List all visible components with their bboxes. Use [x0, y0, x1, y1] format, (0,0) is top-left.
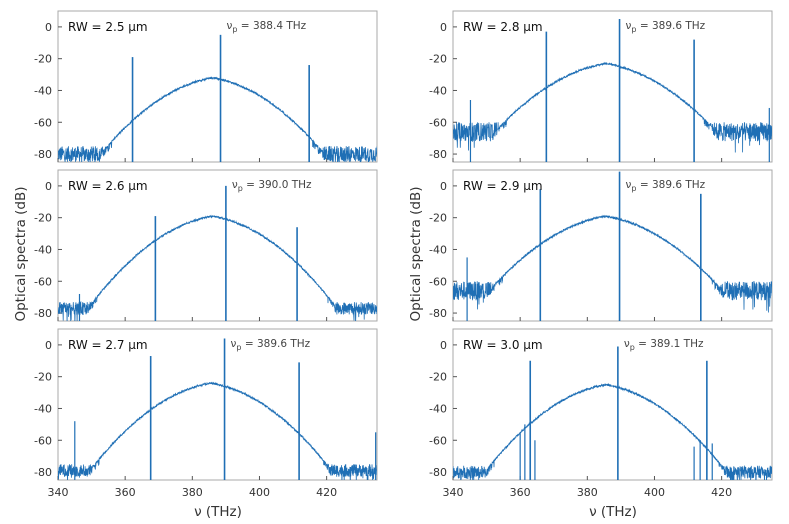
- y-tick-label: 0: [45, 21, 52, 34]
- y-tick-label: -80: [429, 148, 447, 161]
- y-tick-label: -40: [34, 243, 52, 256]
- y-tick-label: -60: [429, 116, 447, 129]
- spectrum-series: [453, 214, 772, 313]
- spectrum-series: [453, 61, 772, 153]
- panel-frame: [452, 328, 773, 481]
- y-tick-label: 0: [45, 180, 52, 193]
- y-tick-label: 0: [440, 339, 447, 352]
- x-axis-label-right: ν (THz): [589, 504, 637, 520]
- y-tick-label: -60: [429, 275, 447, 288]
- panel-rw-label: RW = 2.8 μm: [463, 20, 543, 34]
- spectrum-series: [58, 76, 377, 162]
- panel-4: 0 -20 -40 -60 -80 340 360 380 400 420 RW = 2.7 μm ν…: [34, 328, 378, 499]
- panel-1: 0 -20 -40 -60 -80 RW = 2.8 μm νp = 389.6 THz: [429, 10, 773, 163]
- x-tick-label: 400: [249, 486, 270, 499]
- pump-label: νp = 389.1 THz: [624, 338, 704, 352]
- x-tick-label: 340: [443, 486, 464, 499]
- y-tick-label: -40: [429, 402, 447, 415]
- panel-3: 0 -20 -40 -60 -80 RW = 2.9 μm νp = 389.6 THz: [429, 169, 773, 322]
- x-tick-label: 340: [48, 486, 69, 499]
- panel-5: 0 -20 -40 -60 -80 340 360 380 400 420 RW = 3.0 μm ν…: [429, 328, 773, 499]
- y-tick-label: -20: [34, 212, 52, 225]
- y-tick-label: 0: [440, 21, 447, 34]
- y-tick-label: -60: [34, 275, 52, 288]
- x-tick-label: 380: [577, 486, 598, 499]
- y-tick-label: -20: [34, 371, 52, 384]
- panel-2: 0 -20 -40 -60 -80 RW = 2.6 μm νp = 390.0 THz: [34, 169, 378, 322]
- pump-label: νp = 388.4 THz: [227, 20, 307, 34]
- y-tick-label: -60: [34, 434, 52, 447]
- pump-label: νp = 389.6 THz: [231, 338, 311, 352]
- y-axis-label-right: Optical spectra (dB): [408, 186, 424, 321]
- panel-frame: [57, 169, 378, 322]
- y-tick-label: -80: [34, 466, 52, 479]
- x-tick-label: 360: [115, 486, 136, 499]
- y-tick-label: -20: [429, 371, 447, 384]
- y-tick-label: -80: [34, 307, 52, 320]
- y-tick-label: -40: [429, 84, 447, 97]
- y-tick-label: -80: [429, 307, 447, 320]
- y-tick-label: -40: [34, 84, 52, 97]
- panel-0: 0 -20 -40 -60 -80 RW = 2.5 μm νp = 388.4 THz: [34, 10, 378, 163]
- pump-label: νp = 389.6 THz: [626, 20, 706, 34]
- x-tick-label: 420: [316, 486, 337, 499]
- y-tick-label: -20: [429, 212, 447, 225]
- y-axis-label: Optical spectra (dB): [13, 186, 29, 321]
- y-tick-label: -20: [429, 53, 447, 66]
- spectrum-series: [453, 382, 772, 480]
- pump-label: νp = 389.6 THz: [626, 179, 706, 193]
- x-tick-label: 420: [711, 486, 732, 499]
- x-tick-label: 380: [182, 486, 203, 499]
- spectrum-series: [58, 381, 377, 480]
- y-tick-label: -20: [34, 53, 52, 66]
- panel-rw-label: RW = 2.5 μm: [68, 20, 148, 34]
- panel-rw-label: RW = 2.9 μm: [463, 179, 543, 193]
- x-tick-label: 400: [644, 486, 665, 499]
- panel-rw-label: RW = 3.0 μm: [463, 338, 543, 352]
- pump-label: νp = 390.0 THz: [232, 179, 312, 193]
- panel-rw-label: RW = 2.6 μm: [68, 179, 148, 193]
- y-tick-label: -60: [34, 116, 52, 129]
- spectrum-series: [58, 214, 377, 321]
- panel-frame: [57, 328, 378, 481]
- y-tick-label: -40: [34, 402, 52, 415]
- panel-rw-label: RW = 2.7 μm: [68, 338, 148, 352]
- panel-frame: [57, 10, 378, 163]
- panel-frame: [452, 10, 773, 163]
- x-axis-label-left: ν (THz): [194, 504, 242, 520]
- x-tick-label: 360: [510, 486, 531, 499]
- y-tick-label: -80: [34, 148, 52, 161]
- y-tick-label: -40: [429, 243, 447, 256]
- y-tick-label: -80: [429, 466, 447, 479]
- y-tick-label: 0: [440, 180, 447, 193]
- y-tick-label: -60: [429, 434, 447, 447]
- panel-frame: [452, 169, 773, 322]
- y-tick-label: 0: [45, 339, 52, 352]
